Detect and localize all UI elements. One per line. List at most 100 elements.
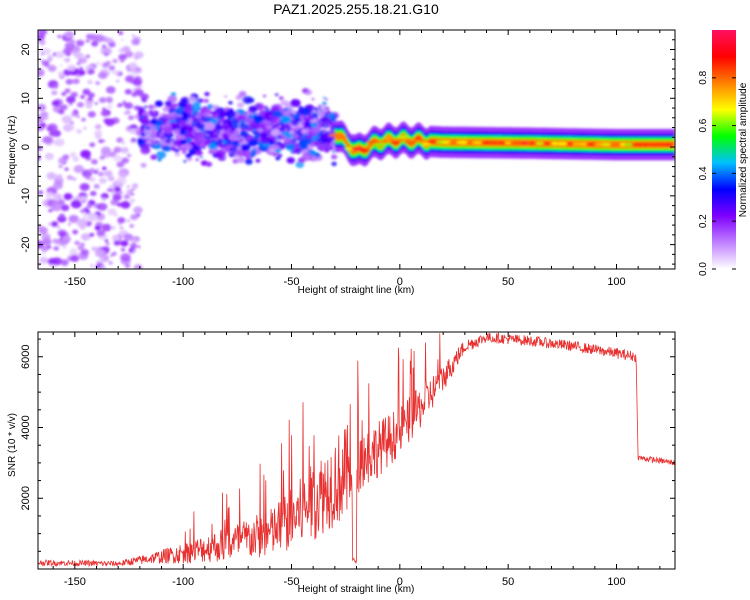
heatmap-blob — [132, 34, 135, 37]
heatmap-blob — [191, 119, 197, 123]
heatmap-blob — [300, 107, 312, 116]
heatmap-blob — [283, 108, 288, 112]
colorbar: 0.0 0.2 0.4 0.6 0.8 Normalized spectral ampl… — [698, 30, 749, 276]
heatmap-blob — [280, 134, 286, 139]
heatmap-blob — [213, 134, 219, 138]
snr-x-axis-label: Height of straight line (km) — [298, 584, 415, 595]
heatmap-blob — [150, 154, 158, 160]
heatmap-blob — [64, 57, 71, 63]
heatmap-blob — [326, 110, 332, 115]
heatmap-blob — [140, 162, 147, 168]
heatmap-blob — [259, 135, 271, 145]
heatmap-blob — [118, 53, 127, 61]
heatmap-blob — [278, 153, 283, 158]
heatmap-blob — [120, 253, 131, 262]
heatmap-blob — [76, 129, 83, 134]
snr-x-tick-label: -50 — [284, 576, 300, 588]
heatmap-blob — [265, 107, 270, 112]
heatmap-blob — [98, 265, 106, 269]
heatmap-blob — [224, 95, 228, 98]
snr-y-tick-label: 6000 — [20, 345, 32, 369]
heatmap-blob — [246, 126, 254, 132]
heatmap-blob — [105, 86, 116, 94]
heatmap-hotspot — [359, 149, 371, 153]
heatmap-blob — [122, 100, 126, 104]
heatmap-blob — [61, 115, 73, 124]
heatmap-blob — [77, 245, 85, 251]
heatmap-blob — [178, 119, 185, 124]
heatmap-blob — [314, 122, 317, 125]
heatmap-blob — [81, 117, 86, 122]
heatmap-blob — [59, 64, 63, 67]
heatmap-blob — [113, 240, 121, 246]
heatmap-blob — [86, 203, 93, 209]
heatmap-blob — [116, 79, 120, 83]
heatmap-blob — [48, 208, 53, 213]
heatmap-blob — [61, 92, 67, 96]
heatmap-blob — [122, 46, 131, 53]
heatmap-blob — [274, 93, 279, 97]
heatmap-blob — [235, 149, 246, 157]
heatmap-blob — [161, 117, 165, 121]
heatmap-blob — [91, 246, 98, 252]
heatmap-blob — [306, 121, 312, 126]
heatmap-hotspot — [642, 143, 649, 147]
heatmap-blob — [55, 174, 63, 180]
heatmap-hotspot — [631, 143, 646, 147]
heatmap-blob — [64, 167, 69, 171]
heatmap-blob — [103, 52, 109, 57]
colorbar-tick-label: 0.2 — [698, 214, 709, 228]
heatmap-blob — [124, 102, 134, 110]
heatmap-blob — [108, 261, 113, 265]
heatmap-blob — [145, 139, 152, 145]
heatmap-blob — [80, 149, 91, 159]
heatmap-blob — [158, 132, 165, 137]
heatmap-blob — [88, 176, 96, 182]
heatmap-blob — [169, 132, 173, 136]
heatmap-blob — [253, 117, 262, 124]
heatmap-blob — [195, 158, 200, 162]
heatmap-blob — [72, 156, 80, 162]
heatmap-blob — [240, 127, 246, 131]
heatmap-blob — [47, 123, 58, 132]
heatmap-blob — [52, 238, 60, 244]
heatmap-blob — [94, 34, 105, 43]
heatmap-blob — [286, 157, 296, 164]
heatmap-blob — [45, 192, 54, 199]
heatmap-blob — [57, 226, 61, 229]
heatmap-blob — [68, 214, 79, 223]
heatmap-blob — [80, 209, 84, 213]
snr-x-tick-label: 50 — [502, 576, 514, 588]
snr-x-tick-label: 100 — [607, 576, 625, 588]
heatmap-blob — [320, 142, 331, 150]
heatmap-blob — [152, 139, 159, 145]
heatmap-blob — [171, 103, 178, 108]
heatmap-hotspot — [572, 142, 583, 146]
heatmap-blob — [90, 190, 97, 197]
heatmap-blob — [111, 251, 117, 256]
heatmap-blob — [126, 153, 132, 158]
heatmap-hotspot — [566, 142, 574, 146]
heatmap-blob — [105, 96, 113, 102]
heatmap-blob — [72, 256, 79, 262]
heatmap-blob — [48, 130, 57, 137]
heatmap-hotspot — [520, 141, 529, 145]
heatmap-hotspot — [397, 135, 410, 139]
heatmap-blob — [316, 138, 321, 143]
heatmap-blob — [94, 42, 98, 45]
heatmap-blob — [132, 79, 142, 87]
heatmap-blob — [267, 147, 275, 154]
heatmap-blob — [300, 119, 305, 123]
heatmap-blob — [42, 251, 46, 255]
colorbar-tick-label: 0.6 — [698, 118, 709, 132]
heatmap-blob — [155, 119, 164, 126]
heatmap-blob — [74, 52, 83, 59]
heatmap-blob — [301, 152, 313, 161]
heatmap-blob — [248, 105, 258, 113]
heatmap-blob — [59, 232, 65, 237]
heatmap-blob — [197, 98, 204, 103]
heatmap-blob — [75, 39, 85, 47]
heatmap-blob — [120, 240, 129, 247]
